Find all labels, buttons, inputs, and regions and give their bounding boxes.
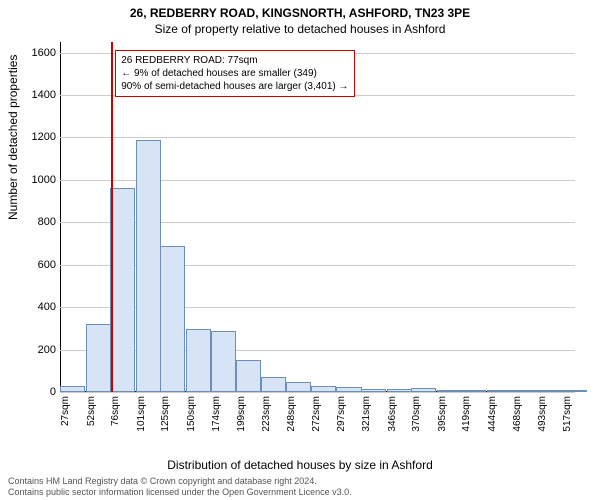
histogram-bar: [537, 390, 562, 392]
histogram-bar: [211, 331, 236, 393]
histogram-bar: [437, 390, 462, 392]
callout-box: 26 REDBERRY ROAD: 77sqm← 9% of detached …: [115, 50, 354, 97]
histogram-bar: [160, 246, 185, 392]
y-tick-label: 1400: [32, 89, 56, 101]
x-tick-label: 468sqm: [512, 396, 523, 432]
x-tick-label: 272sqm: [311, 396, 322, 432]
gridline: [60, 392, 575, 393]
histogram-bar: [261, 377, 286, 392]
x-tick-label: 395sqm: [437, 396, 448, 432]
x-tick-label: 27sqm: [60, 396, 71, 426]
histogram-bar: [387, 389, 412, 392]
footer-attribution: Contains HM Land Registry data © Crown c…: [8, 476, 592, 498]
y-tick-label: 1000: [32, 174, 56, 186]
y-tick-label: 1200: [32, 131, 56, 143]
histogram-bar: [461, 390, 486, 392]
histogram-bar: [60, 386, 85, 392]
x-axis-label: Distribution of detached houses by size …: [0, 458, 600, 472]
histogram-bar: [86, 324, 111, 392]
x-tick-label: 493sqm: [537, 396, 548, 432]
histogram-bar: [286, 382, 311, 392]
histogram-bar: [336, 387, 361, 392]
callout-line: 26 REDBERRY ROAD: 77sqm: [121, 54, 348, 67]
y-axis-label: Number of detached properties: [6, 55, 20, 220]
chart-title-main: 26, REDBERRY ROAD, KINGSNORTH, ASHFORD, …: [0, 0, 600, 20]
x-tick-label: 223sqm: [261, 396, 272, 432]
x-tick-label: 150sqm: [186, 396, 197, 432]
footer-line-2: Contains public sector information licen…: [8, 487, 592, 498]
callout-line: ← 9% of detached houses are smaller (349…: [121, 67, 348, 80]
chart-container: 26, REDBERRY ROAD, KINGSNORTH, ASHFORD, …: [0, 0, 600, 500]
y-tick-label: 400: [38, 301, 56, 313]
x-tick-label: 297sqm: [336, 396, 347, 432]
x-tick-label: 346sqm: [387, 396, 398, 432]
x-tick-label: 321sqm: [361, 396, 372, 432]
y-tick-label: 200: [38, 344, 56, 356]
x-tick-label: 248sqm: [286, 396, 297, 432]
x-tick-label: 76sqm: [110, 396, 121, 426]
x-tick-label: 419sqm: [461, 396, 472, 432]
gridline: [60, 137, 575, 138]
x-tick-label: 101sqm: [136, 396, 147, 432]
chart-title-sub: Size of property relative to detached ho…: [0, 20, 600, 36]
x-tick-label: 174sqm: [211, 396, 222, 432]
footer-line-1: Contains HM Land Registry data © Crown c…: [8, 476, 592, 487]
histogram-bar: [110, 188, 135, 392]
histogram-bar: [411, 388, 436, 392]
histogram-bar: [361, 389, 386, 392]
histogram-bar: [562, 390, 587, 392]
x-tick-label: 199sqm: [236, 396, 247, 432]
plot-area: 0200400600800100012001400160027sqm52sqm7…: [60, 42, 575, 392]
x-tick-label: 125sqm: [160, 396, 171, 432]
x-tick-label: 444sqm: [487, 396, 498, 432]
histogram-bar: [487, 390, 512, 392]
histogram-bar: [236, 360, 261, 392]
y-tick-label: 600: [38, 259, 56, 271]
histogram-bar: [136, 140, 161, 392]
x-tick-label: 52sqm: [86, 396, 97, 426]
histogram-bar: [311, 386, 336, 392]
histogram-bar: [512, 390, 537, 392]
x-tick-label: 517sqm: [562, 396, 573, 432]
y-tick-label: 1600: [32, 47, 56, 59]
histogram-bar: [186, 329, 211, 392]
y-tick-label: 800: [38, 216, 56, 228]
x-tick-label: 370sqm: [411, 396, 422, 432]
y-tick-label: 0: [50, 386, 56, 398]
marker-line: [111, 42, 113, 392]
callout-line: 90% of semi-detached houses are larger (…: [121, 80, 348, 93]
